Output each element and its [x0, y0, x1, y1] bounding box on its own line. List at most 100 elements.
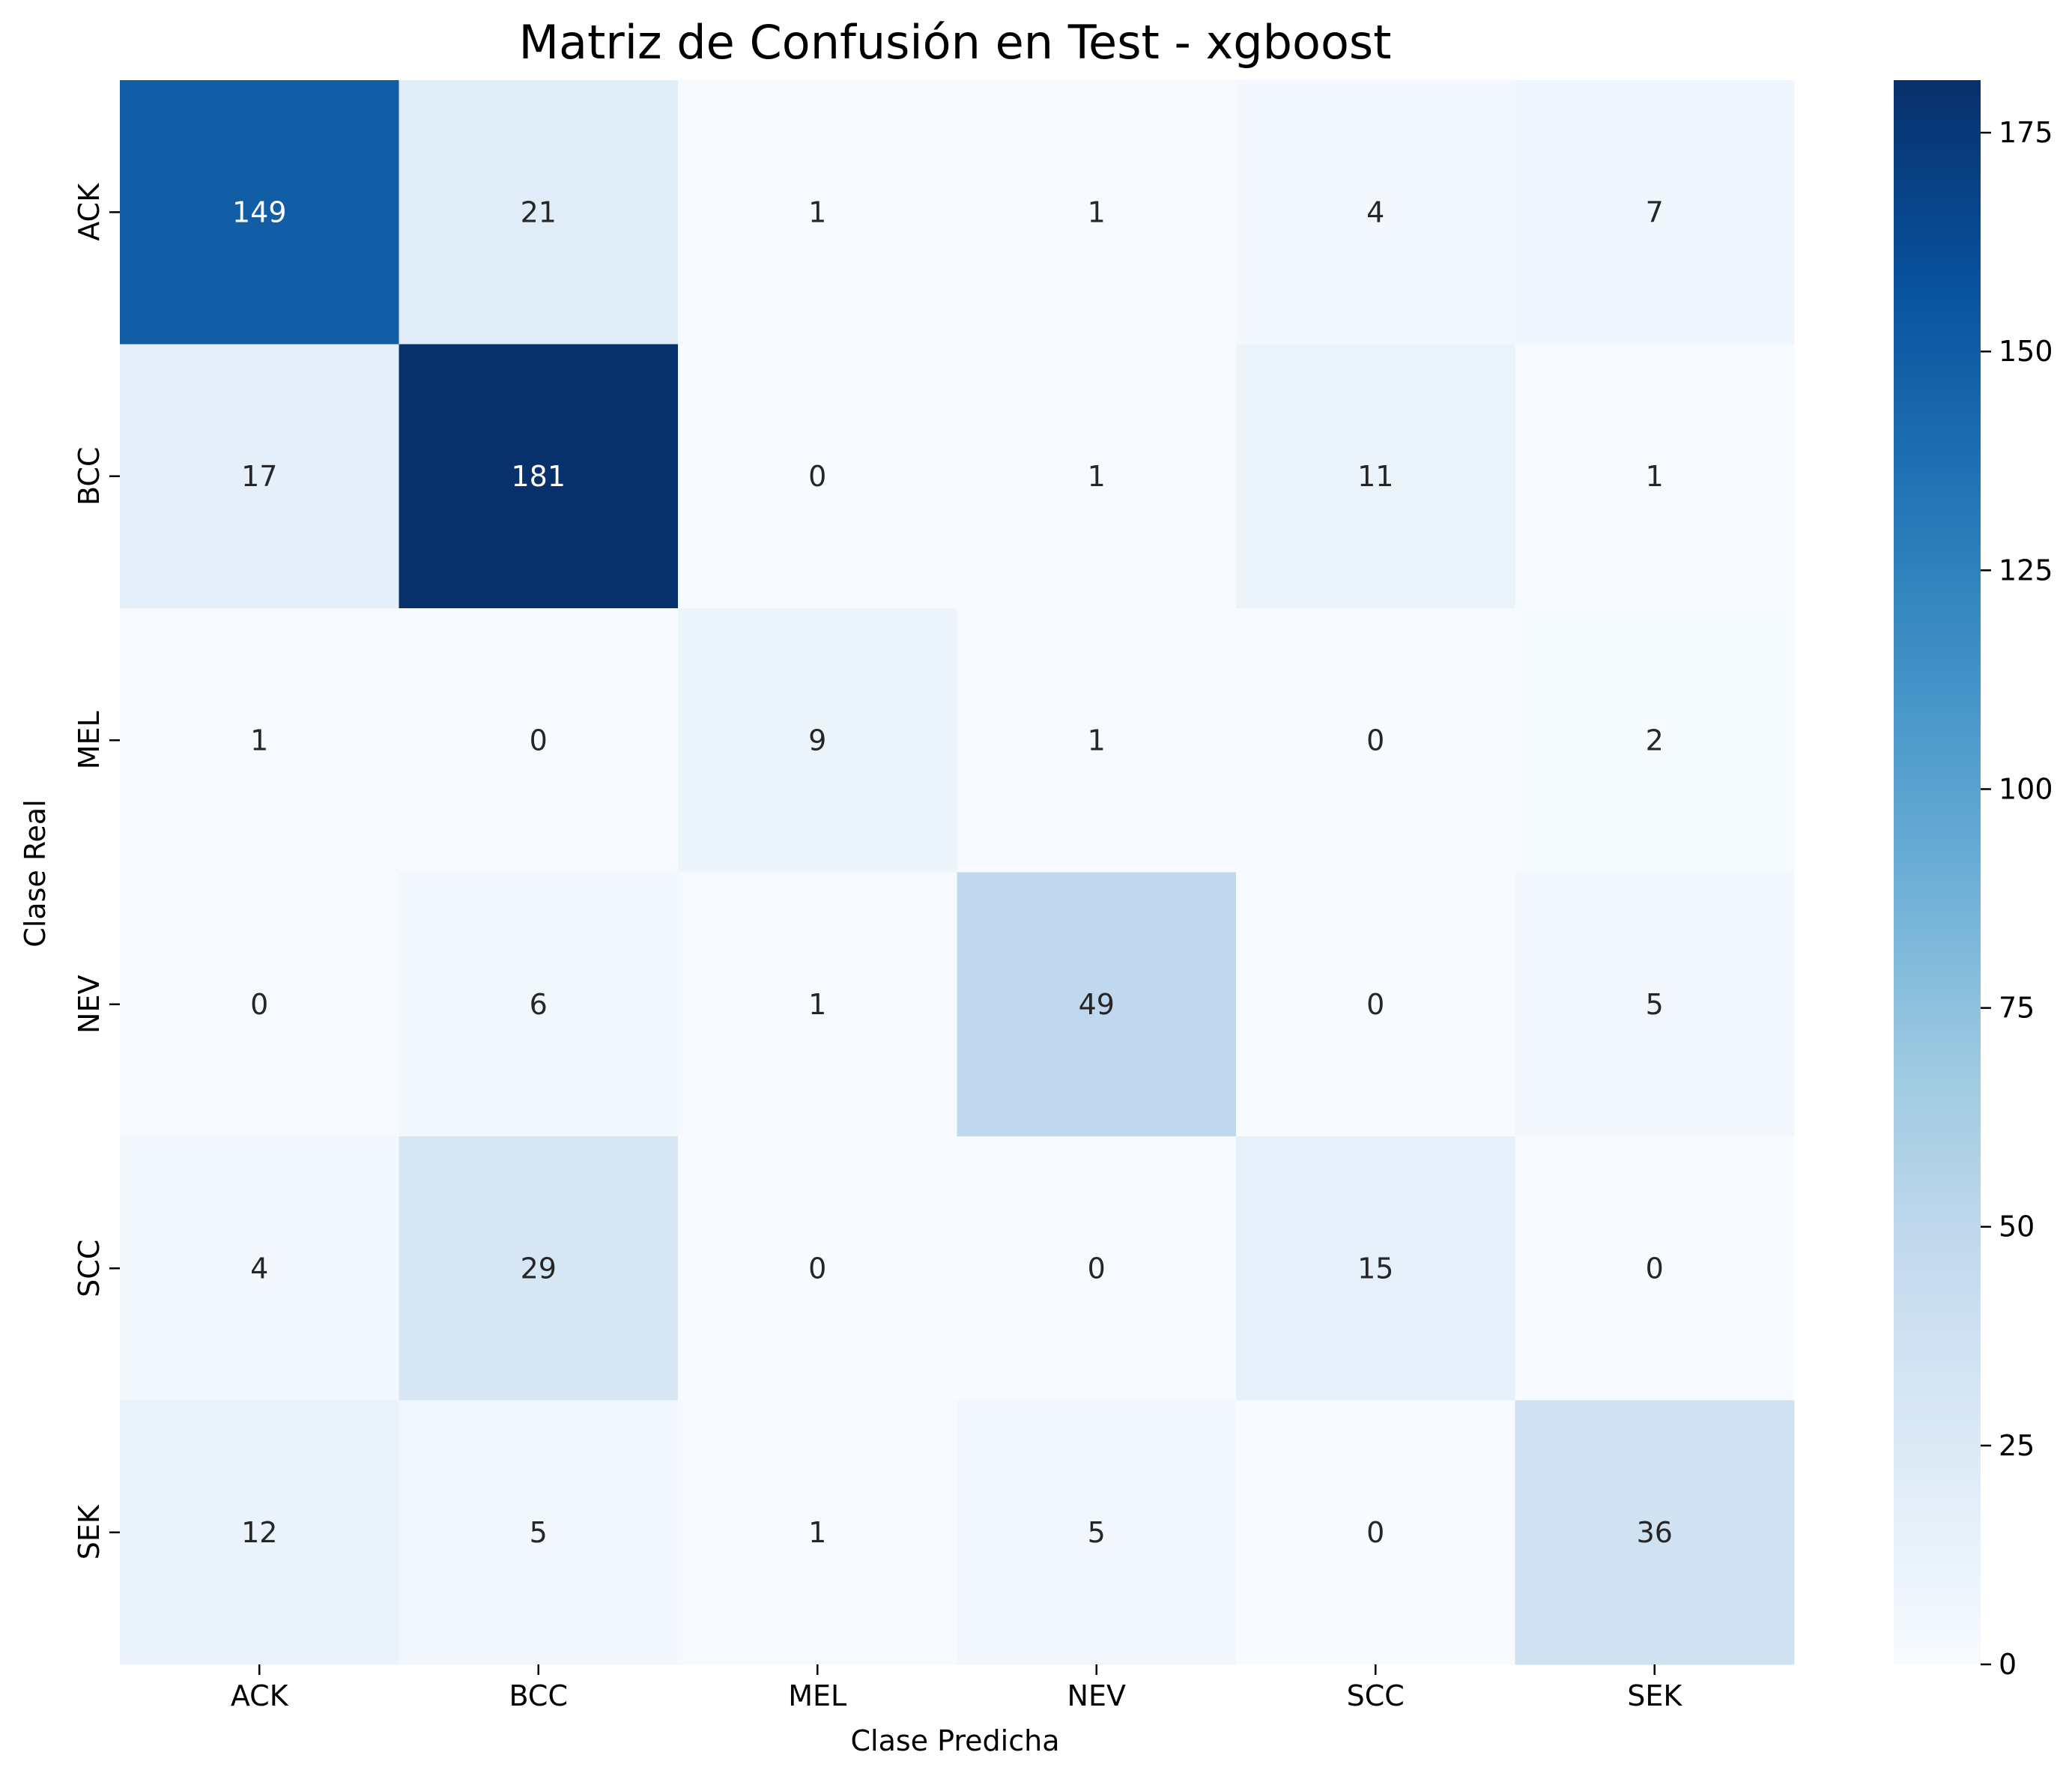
cell-value-label: 0: [1366, 988, 1384, 1021]
cell-value-label: 9: [808, 724, 826, 757]
heatmap-cell-sek-nev: [957, 1400, 1237, 1665]
x-axis: ACK BCC MEL NEV SCC SEK: [231, 1664, 1682, 1712]
cell-value-label: 1: [808, 1516, 826, 1549]
y-tick-label-scc: SCC: [73, 1240, 106, 1297]
cell-value-label: 1: [808, 196, 826, 228]
x-tick-label-ack: ACK: [231, 1679, 289, 1712]
cell-value-label: 0: [808, 460, 826, 493]
y-axis-label: Clase Real: [19, 799, 52, 948]
heatmap-cell-ack-scc: [1236, 80, 1515, 345]
colorbar-tick-label: 75: [1999, 992, 2035, 1025]
heatmap-cell-ack-sek: [1515, 80, 1795, 345]
cell-value-label: 5: [530, 1516, 548, 1549]
heatmap-cell-nev-nev: [957, 872, 1237, 1137]
y-tick-label-bcc: BCC: [73, 447, 106, 506]
colorbar-gradient: [1894, 80, 1981, 1664]
colorbar-tick-label: 125: [1999, 554, 2053, 587]
cell-value-label: 15: [1357, 1252, 1393, 1285]
heatmap-cell-nev-mel: [678, 872, 957, 1137]
cell-value-label: 0: [1366, 1516, 1384, 1549]
cell-value-label: 7: [1646, 196, 1664, 228]
cell-value-label: 0: [250, 988, 268, 1021]
colorbar-tick-label: 150: [1999, 335, 2053, 368]
heatmap-cell-nev-scc: [1236, 872, 1515, 1137]
cell-value-label: 21: [521, 196, 557, 228]
heatmap-cell-mel-sek: [1515, 608, 1795, 873]
heatmap-cell-scc-bcc: [399, 1136, 679, 1401]
heatmap-cell-bcc-nev: [957, 344, 1237, 609]
x-tick-label-mel: MEL: [788, 1679, 846, 1712]
y-tick-label-ack: ACK: [73, 183, 106, 241]
cell-value-label: 0: [530, 724, 548, 757]
cell-value-label: 5: [1088, 1516, 1106, 1549]
heatmap-cell-sek-ack: [120, 1400, 399, 1665]
colorbar: 0 25 50 75 100 125 150 175: [1894, 80, 2053, 1681]
heatmap-cell-labels: 149 21 1 1 4 717 181 0 1 11 11 0 9 1 0 20 6 1 49 0 54 29 0 0 15 0…: [232, 196, 1673, 1549]
heatmap-cell-nev-sek: [1515, 872, 1795, 1137]
cell-value-label: 4: [250, 1252, 268, 1285]
cell-value-label: 12: [241, 1516, 277, 1549]
cell-value-label: 49: [1079, 988, 1115, 1021]
heatmap-cells: [120, 80, 1795, 1665]
cell-value-label: 4: [1366, 196, 1384, 228]
heatmap-cell-bcc-scc: [1236, 344, 1515, 609]
cell-value-label: 11: [1357, 460, 1393, 493]
heatmap-cell-ack-ack: [120, 80, 399, 345]
cell-value-label: 17: [241, 460, 277, 493]
cell-value-label: 0: [1366, 724, 1384, 757]
x-tick-label-nev: NEV: [1067, 1679, 1126, 1712]
heatmap-cell-bcc-bcc: [399, 344, 679, 609]
heatmap-cell-ack-mel: [678, 80, 957, 345]
cell-value-label: 1: [1088, 460, 1106, 493]
cell-value-label: 0: [1088, 1252, 1106, 1285]
heatmap-cell-bcc-mel: [678, 344, 957, 609]
cell-value-label: 1: [1646, 460, 1664, 493]
colorbar-tick-label: 50: [1999, 1210, 2035, 1243]
heatmap-cell-mel-nev: [957, 608, 1237, 873]
heatmap-cell-scc-mel: [678, 1136, 957, 1401]
cell-value-label: 1: [1088, 196, 1106, 228]
heatmap-cell-scc-sek: [1515, 1136, 1795, 1401]
colorbar-tick-label: 0: [1999, 1648, 2017, 1681]
x-tick-label-sek: SEK: [1627, 1679, 1682, 1712]
heatmap-cell-ack-nev: [957, 80, 1237, 345]
heatmap-cell-mel-mel: [678, 608, 957, 873]
cell-value-label: 181: [511, 460, 566, 493]
heatmap-cell-scc-nev: [957, 1136, 1237, 1401]
cell-value-label: 1: [808, 988, 826, 1021]
cell-value-label: 6: [530, 988, 548, 1021]
cell-value-label: 2: [1646, 724, 1664, 757]
chart-title: Matriz de Confusión en Test - xgboost: [519, 15, 1392, 70]
heatmap-cell-bcc-sek: [1515, 344, 1795, 609]
cell-value-label: 36: [1637, 1516, 1673, 1549]
colorbar-tick-label: 175: [1999, 116, 2053, 149]
heatmap-cell-ack-bcc: [399, 80, 679, 345]
heatmap-cell-scc-ack: [120, 1136, 399, 1401]
y-tick-label-sek: SEK: [73, 1504, 106, 1560]
cell-value-label: 0: [1646, 1252, 1664, 1285]
heatmap-cell-mel-bcc: [399, 608, 679, 873]
x-axis-label: Clase Predicha: [851, 1724, 1060, 1757]
cell-value-label: 0: [808, 1252, 826, 1285]
x-tick-label-bcc: BCC: [509, 1679, 568, 1712]
y-axis: ACK BCC MEL NEV SCC SEK: [73, 183, 120, 1560]
heatmap-cell-sek-scc: [1236, 1400, 1515, 1665]
cell-value-label: 1: [250, 724, 268, 757]
heatmap-cell-scc-scc: [1236, 1136, 1515, 1401]
cell-value-label: 1: [1088, 724, 1106, 757]
y-tick-label-mel: MEL: [73, 711, 106, 769]
colorbar-tick-label: 100: [1999, 772, 2053, 805]
cell-value-label: 149: [232, 196, 287, 228]
heatmap-cell-nev-ack: [120, 872, 399, 1137]
x-tick-label-scc: SCC: [1347, 1679, 1405, 1712]
y-tick-label-nev: NEV: [73, 975, 106, 1034]
heatmap-cell-sek-mel: [678, 1400, 957, 1665]
heatmap-cell-sek-bcc: [399, 1400, 679, 1665]
heatmap-cell-bcc-ack: [120, 344, 399, 609]
cell-value-label: 5: [1646, 988, 1664, 1021]
heatmap-cell-sek-sek: [1515, 1400, 1795, 1665]
heatmap-cell-mel-scc: [1236, 608, 1515, 873]
colorbar-tick-label: 25: [1999, 1429, 2035, 1462]
heatmap-cell-mel-ack: [120, 608, 399, 873]
